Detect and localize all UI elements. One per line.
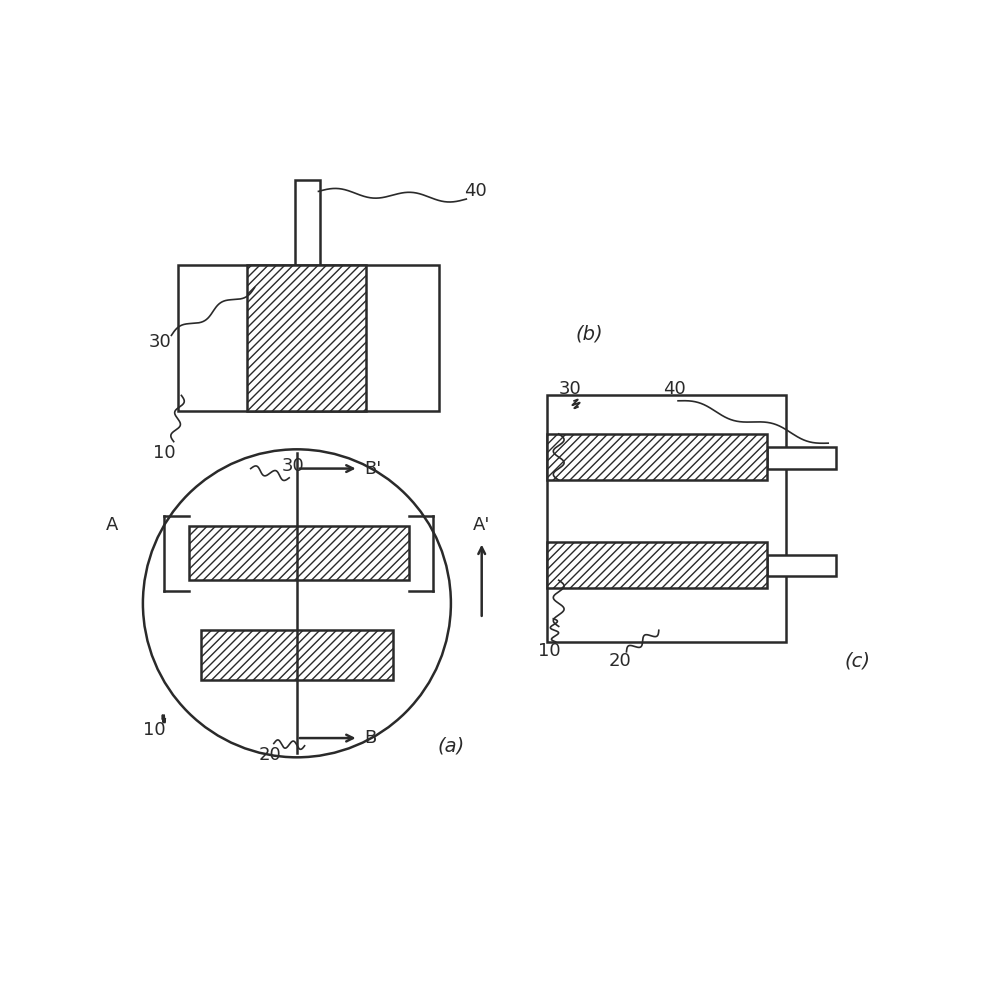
- Circle shape: [143, 449, 451, 757]
- Text: B: B: [364, 730, 376, 748]
- Text: 10: 10: [538, 642, 561, 660]
- Text: A: A: [106, 516, 118, 534]
- Text: 40: 40: [464, 183, 487, 201]
- Text: (c): (c): [844, 652, 870, 671]
- Text: 10: 10: [153, 444, 176, 462]
- Text: A': A': [473, 516, 490, 534]
- Text: (a): (a): [437, 737, 465, 755]
- Text: 20: 20: [609, 652, 632, 670]
- Polygon shape: [767, 447, 836, 469]
- Text: (b): (b): [576, 324, 603, 343]
- Polygon shape: [189, 526, 409, 580]
- Polygon shape: [201, 631, 393, 681]
- Text: 30: 30: [148, 332, 171, 350]
- Polygon shape: [547, 542, 767, 588]
- Text: 40: 40: [663, 380, 686, 398]
- Text: 30: 30: [559, 380, 582, 398]
- Polygon shape: [547, 434, 767, 480]
- Polygon shape: [767, 555, 836, 577]
- Text: 30: 30: [282, 457, 304, 475]
- Text: B': B': [364, 459, 381, 478]
- Polygon shape: [178, 264, 439, 411]
- Polygon shape: [247, 264, 366, 411]
- Text: 20: 20: [259, 747, 281, 764]
- Polygon shape: [547, 395, 786, 642]
- Text: 10: 10: [143, 722, 166, 740]
- Polygon shape: [295, 180, 320, 264]
